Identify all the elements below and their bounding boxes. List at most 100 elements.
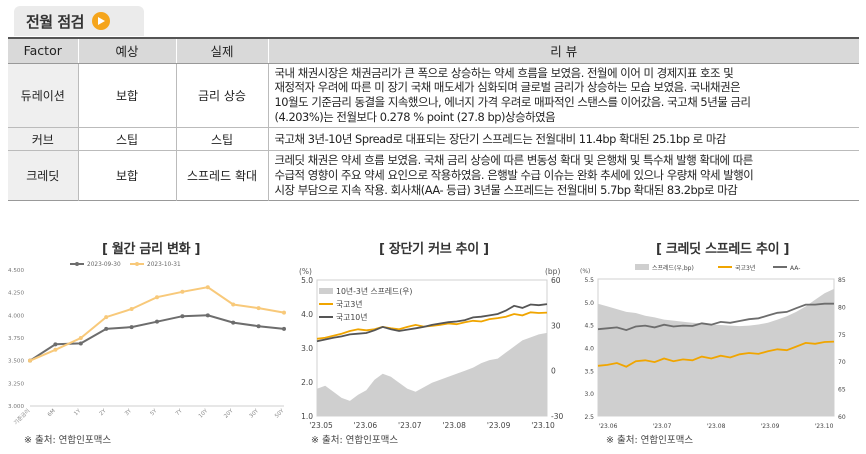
chart-monthly-rate: [ 월간 금리 변화 ] 4.500 4.250 4.000 3.750 3.500 3.… xyxy=(6,236,290,450)
y-tick-label: 4.500 xyxy=(8,268,24,274)
y-left-tick-label: 4.0 xyxy=(301,310,313,319)
y-right-tick-label: 75 xyxy=(838,332,846,339)
actual-cell: 스프레드 확대 xyxy=(175,150,268,201)
y-right-tick-label: 0 xyxy=(551,367,556,376)
legend-label: 국고10년 xyxy=(336,312,367,322)
y-right-tick-label: 65 xyxy=(838,387,846,394)
data-point xyxy=(78,336,83,340)
legend-swatch xyxy=(319,288,333,294)
factor-cell: 커브 xyxy=(8,126,78,151)
y-left-tick-label: 5.0 xyxy=(301,276,313,285)
data-point xyxy=(53,342,58,347)
expected-cell: 스팁 xyxy=(77,126,176,151)
x-tick-label: 3Y xyxy=(124,408,133,417)
y-left-tick-label: 2.0 xyxy=(301,378,313,387)
y-tick-label: 3.000 xyxy=(8,404,24,410)
x-tick-label: 1Y xyxy=(73,408,82,417)
x-tick-label: 2Y xyxy=(99,408,108,417)
y-left-tick-label: 3.0 xyxy=(301,344,313,353)
legend-label: 2023-09-30 xyxy=(87,262,121,268)
section-title: 전월 점검 xyxy=(26,12,84,31)
play-icon xyxy=(91,12,110,30)
chart-title: [ 장단기 커브 추이 ] xyxy=(379,242,489,257)
data-point xyxy=(282,326,286,331)
table-row: 듀레이션 보합 금리 상승 국내 채권시장은 채권금리가 큰 폭으로 상승하는 … xyxy=(8,62,859,128)
spread-area xyxy=(598,288,834,416)
y-right-tick-label: 85 xyxy=(838,277,846,284)
curve-svg: (%) (bp) 5.0 4.0 3.0 2.0 1.0 60 30 0 -30 '23.05 '23.… xyxy=(299,267,563,430)
x-tick-label: '23.06 xyxy=(599,423,618,430)
review-line: 수급적 영향이 주요 약세 요인으로 작용하였음. 은행발 수급 이슈는 완화 … xyxy=(274,168,754,183)
review-line: (4.203%)는 전월보다 0.278 % point (27.8 bp)상승… xyxy=(274,109,556,124)
y-left-tick-label: 4.5 xyxy=(584,323,594,330)
table-row: 크레딧 보합 스프레드 확대 크레딧 채권은 약세 흐름 보였음. 국채 금리 … xyxy=(8,150,859,201)
factor-cell: 듀레이션 xyxy=(8,62,78,128)
data-point xyxy=(155,319,159,324)
actual-cell: 스팁 xyxy=(175,126,268,151)
y-right-tick-label: 30 xyxy=(551,321,561,330)
spread-area xyxy=(317,332,547,416)
review-line: 10월도 기준금리 동결을 지속했으나, 에너지 가격 우려로 매파적인 스탠스… xyxy=(274,95,751,110)
series-line xyxy=(597,302,834,332)
x-tick-label: 30Y xyxy=(249,408,261,420)
chart-title: [ 월간 금리 변화 ] xyxy=(102,242,201,257)
header-review: 리 뷰 xyxy=(267,38,859,64)
y-tick-label: 3.250 xyxy=(8,381,24,387)
legend-label: 국고3년 xyxy=(336,299,362,309)
chart-curve: [ 장단기 커브 추이 ] (%) (bp) 5.0 4.0 3.0 2.0 1.0 60 30… xyxy=(293,236,576,450)
x-tick-label: '23.09 xyxy=(761,423,780,430)
table-header-row: Factor 예상 실제 리 뷰 xyxy=(8,38,859,64)
review-line: 시장 부담으로 지속 작용. 회사채(AA- 등급) 3년물 스프레드는 전월대… xyxy=(274,183,738,198)
header-expected: 예상 xyxy=(77,38,176,64)
y-left-tick-label: 3.5 xyxy=(584,368,594,375)
data-point xyxy=(155,295,159,300)
legend-label: 국고3년 xyxy=(735,264,755,272)
review-table: Factor 예상 실제 리 뷰 듀레이션 보합 금리 상승 국내 채권시장은 … xyxy=(8,37,859,201)
data-point xyxy=(104,326,109,331)
legend-label: 2023-10-31 xyxy=(147,262,181,268)
data-point xyxy=(205,285,210,290)
source-note: ※ 출처: 연합인포맥스 xyxy=(311,435,399,446)
actual-cell: 금리 상승 xyxy=(175,62,268,128)
data-point xyxy=(129,325,134,330)
table-row: 커브 스팁 스팁 국고채 3년-10년 Spread로 대표되는 장단기 스프레… xyxy=(8,126,859,151)
right-unit-label: (bp) xyxy=(545,267,560,276)
data-point xyxy=(104,315,109,320)
y-left-tick-label: 5.5 xyxy=(584,277,594,284)
source-note: ※ 출처: 연합인포맥스 xyxy=(24,435,112,446)
left-unit-label: (%) xyxy=(580,268,590,275)
expected-cell: 보합 xyxy=(77,62,176,128)
y-left-tick-label: 3.0 xyxy=(584,391,594,398)
review-line: 재정적자 우려에 따른 미 장기 국채 매도세가 심화되며 글로벌 금리가 상승… xyxy=(274,80,741,95)
expected-cell: 보합 xyxy=(77,150,176,201)
x-tick-label: 20Y xyxy=(223,408,235,420)
x-tick-label: 50Y xyxy=(274,408,286,420)
y-tick-label: 3.500 xyxy=(8,359,24,365)
review-cell: 크레딧 채권은 약세 흐름 보였음. 국채 금리 상승에 따른 변동성 확대 및… xyxy=(267,150,859,201)
y-right-tick-label: 60 xyxy=(838,414,846,421)
series-line xyxy=(597,340,835,368)
data-point xyxy=(28,358,32,363)
legend-marker xyxy=(135,262,139,266)
review-line: 국고채 3년-10년 Spread로 대표되는 장단기 스프레드는 전월대비 1… xyxy=(274,131,727,146)
header-actual: 실제 xyxy=(175,38,268,64)
y-left-tick-label: 5.0 xyxy=(584,300,594,307)
x-tick-label: '23.10 xyxy=(531,421,555,430)
x-tick-label: '23.05 xyxy=(309,421,333,430)
review-cell: 국고채 3년-10년 Spread로 대표되는 장단기 스프레드는 전월대비 1… xyxy=(267,126,859,151)
data-point xyxy=(180,289,185,294)
x-tick-label: '23.08 xyxy=(442,421,466,430)
x-tick-label: '23.07 xyxy=(398,421,422,430)
x-tick-label: '23.08 xyxy=(707,423,726,430)
review-line: 크레딧 채권은 약세 흐름 보였음. 국채 금리 상승에 따른 변동성 확대 및… xyxy=(274,153,754,168)
y-tick-label: 4.250 xyxy=(8,291,24,297)
legend-label: 스프레드(우,bp) xyxy=(652,264,694,272)
y-right-tick-label: 80 xyxy=(838,304,846,311)
data-point xyxy=(231,320,236,325)
x-tick-label: 10Y xyxy=(198,408,210,420)
series-line xyxy=(316,311,548,340)
section-tab: 전월 점검 xyxy=(14,6,144,36)
chart-title: [ 크레딧 스프레드 추이 ] xyxy=(656,242,790,257)
data-point xyxy=(231,302,236,307)
